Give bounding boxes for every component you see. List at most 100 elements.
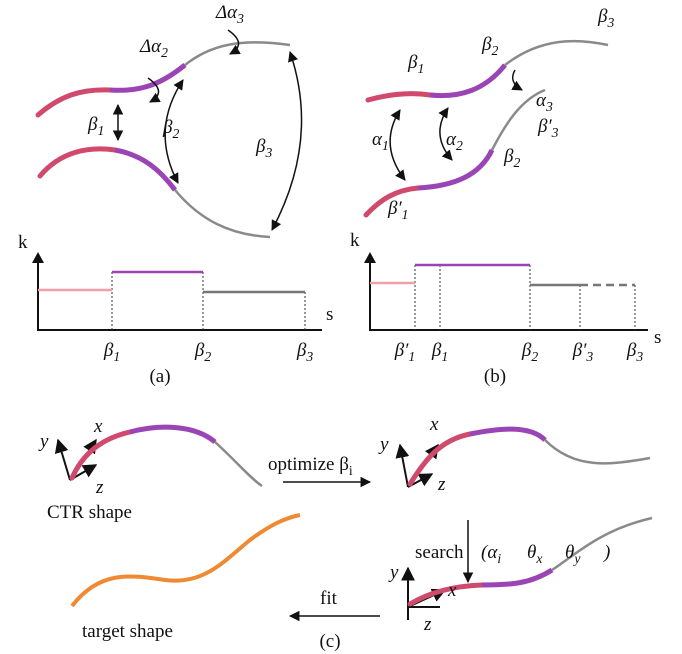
label: k	[18, 232, 28, 253]
label: β′3	[537, 116, 559, 140]
label-base: β′	[387, 198, 402, 219]
step-label: fit	[320, 588, 338, 609]
label-subscript: 3	[606, 15, 614, 30]
label-base: θ	[565, 542, 574, 563]
label-base: β	[296, 340, 307, 361]
label-subscript: x	[535, 551, 542, 566]
caption-label: CTR shape	[47, 502, 132, 523]
label: y	[378, 434, 389, 455]
label-base: (α	[481, 542, 498, 563]
label-subscript: 3	[635, 349, 643, 364]
label-subscript: 2	[172, 126, 179, 141]
tube-segment	[130, 427, 215, 442]
label-subscript: 3	[236, 11, 244, 26]
step-label: search	[415, 542, 464, 563]
panel-b-plot	[364, 252, 648, 330]
tick-label: β1	[431, 340, 448, 364]
label: β1	[87, 114, 104, 138]
arrow	[390, 110, 405, 180]
label: Δα3	[215, 2, 244, 26]
label-subscript: i	[349, 463, 353, 478]
label-base: β′	[394, 340, 409, 361]
tube-segment	[72, 432, 130, 478]
tube-segment	[215, 442, 262, 486]
tube-segment	[482, 570, 552, 585]
tube-segment	[175, 190, 270, 237]
tick-label: β2	[521, 340, 538, 364]
panel-b-shapes	[366, 41, 608, 215]
label-base: β	[103, 340, 114, 361]
label: β′1	[387, 198, 408, 222]
label-base: β	[481, 34, 492, 55]
label-subscript: 3	[551, 125, 559, 140]
label-base: β	[503, 146, 514, 167]
label: β1	[407, 52, 424, 76]
label-subscript: 1	[408, 349, 415, 364]
rotation-arrow	[513, 70, 522, 90]
label: z	[95, 477, 104, 498]
label-subscript: 3	[264, 145, 272, 160]
figure: Δα2Δα3β1β2β3ksβ1β2β3(a)β1β2β3α3β′3α1α2β2…	[0, 0, 682, 654]
tube-segment	[470, 429, 545, 440]
label: x	[447, 580, 457, 601]
tube-segment	[418, 150, 492, 188]
label: α1	[372, 129, 389, 153]
label-subscript: 1	[441, 349, 448, 364]
target-curve	[72, 515, 300, 606]
caption: (b)	[484, 366, 506, 387]
parameter: (αi	[481, 542, 501, 566]
tube-segment	[368, 94, 430, 100]
label-subscript: i	[497, 551, 501, 566]
caption: (c)	[319, 631, 340, 652]
label: y	[388, 562, 399, 583]
label-subscript: 2	[161, 45, 168, 60]
label-subscript: 2	[513, 155, 520, 170]
label-subscript: 2	[456, 138, 463, 153]
label-base: β	[87, 114, 98, 135]
step-label: optimize βi	[268, 454, 353, 478]
label-base: β	[597, 6, 608, 27]
label-base: β	[162, 117, 173, 138]
axis-arrow	[364, 252, 376, 263]
panel-a-plot	[32, 252, 322, 330]
label-subscript: y	[572, 551, 581, 566]
label-base: β	[626, 340, 637, 361]
label-base: β	[407, 52, 418, 73]
arrow	[272, 52, 302, 230]
tick-label: β′3	[572, 340, 594, 364]
label: β3	[597, 6, 614, 30]
label-subscript: 1	[97, 123, 104, 138]
frame-axis	[58, 440, 70, 480]
label-subscript: 2	[491, 43, 498, 58]
label: s	[326, 304, 333, 325]
label: α3	[536, 90, 553, 114]
tube-segment	[38, 90, 110, 115]
label: z	[423, 614, 432, 635]
tube-segment	[545, 440, 650, 463]
tick-label: β′1	[394, 340, 415, 364]
label: x	[429, 414, 439, 435]
parameter: )	[603, 542, 610, 563]
label-subscript: 2	[204, 349, 211, 364]
label-subscript: 1	[402, 207, 409, 222]
label-subscript: 3	[585, 349, 593, 364]
parameter: θy	[565, 542, 581, 566]
label: β2	[481, 34, 498, 58]
tube-segment	[110, 65, 185, 90]
label-base: β	[194, 340, 205, 361]
label-base: θ	[527, 542, 536, 563]
label-base: β	[521, 340, 532, 361]
frame-axis	[400, 445, 408, 487]
tube-segment	[430, 65, 505, 96]
label: k	[350, 230, 360, 251]
label-subscript: 1	[382, 138, 389, 153]
caption-label: target shape	[82, 621, 173, 642]
label-subscript: 3	[305, 349, 313, 364]
label: α2	[446, 129, 463, 153]
label-base: Δα	[215, 2, 238, 23]
label: y	[38, 431, 49, 452]
label-base: β	[255, 136, 266, 157]
label: Δα2	[139, 36, 168, 60]
tick-label: β2	[194, 340, 211, 364]
rotation-arrow	[228, 30, 239, 54]
